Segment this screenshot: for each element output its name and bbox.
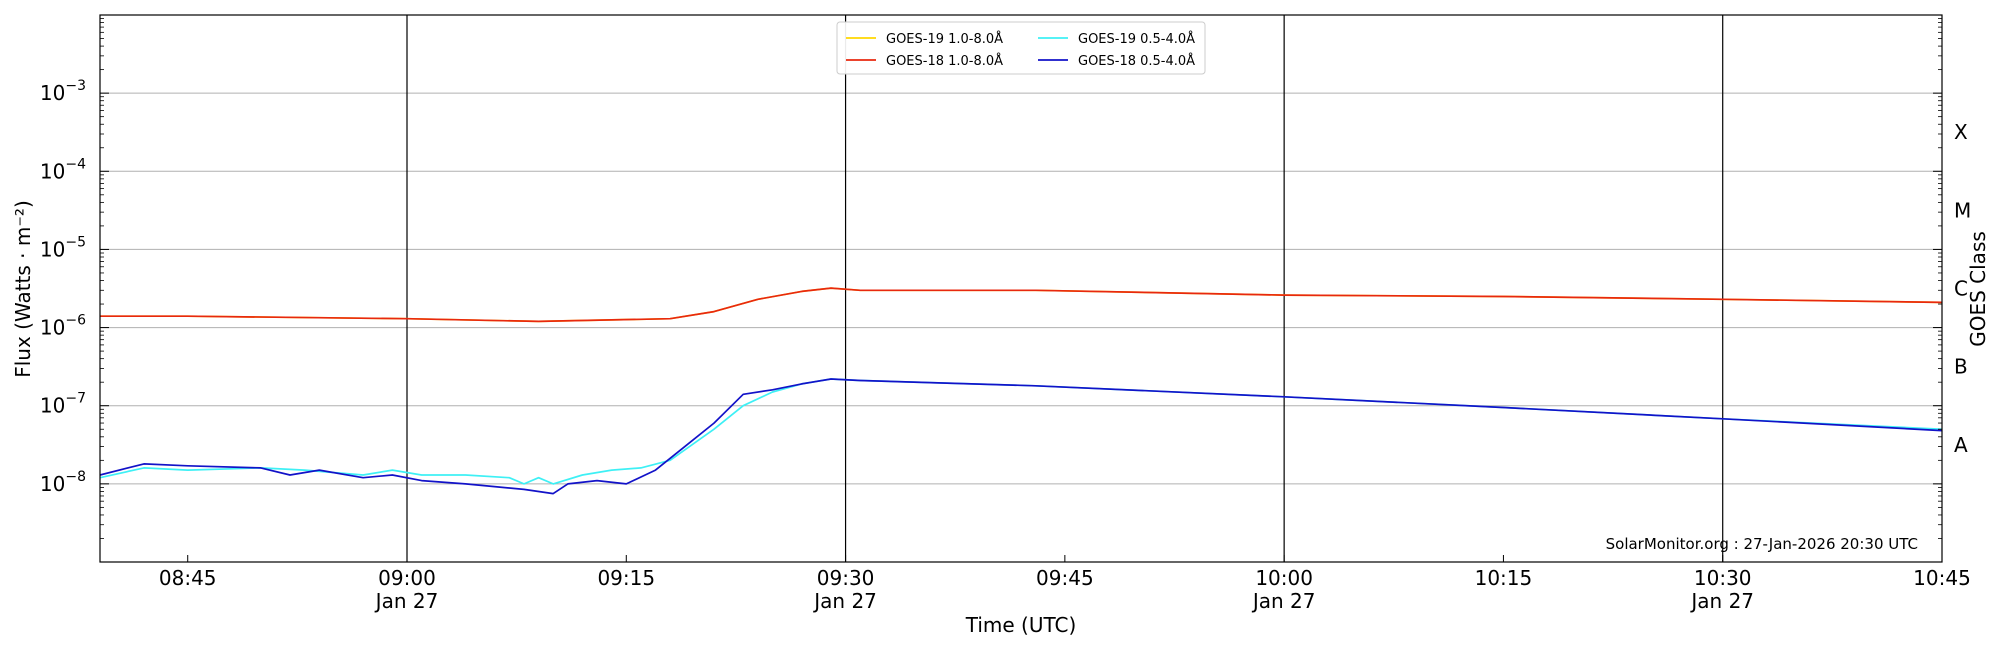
- x-tick-date-label: Jan 27: [1689, 589, 1754, 613]
- plot-area-frame: [99, 14, 1943, 563]
- series-line-4: [99, 378, 1943, 495]
- goes-class-c: C: [1954, 277, 1968, 301]
- x-tick-label: 10:00: [1255, 566, 1313, 590]
- goes-class-a: A: [1954, 433, 1968, 457]
- x-tick-label: 10:30: [1694, 566, 1752, 590]
- legend-label: GOES-19 1.0-8.0Å: [886, 31, 1003, 47]
- series-line-1: [100, 287, 1943, 323]
- x-tick-date-label: Jan 27: [1251, 589, 1316, 613]
- series-line-3: [99, 378, 1943, 485]
- y-tick-label: 10−7: [40, 391, 86, 418]
- legend-label: GOES-18 0.5-4.0Å: [1078, 53, 1195, 69]
- y-tick-label: 10−8: [40, 469, 86, 496]
- goes-class-labels: A B C M X: [1954, 120, 1971, 457]
- credit-text: SolarMonitor.org : 27-Jan-2026 20:30 UTC: [1606, 535, 1918, 553]
- x-tick-label: 09:30: [817, 566, 875, 590]
- x-tick-label: 09:00: [378, 566, 436, 590]
- legend-label: GOES-19 0.5-4.0Å: [1078, 31, 1195, 47]
- legend: GOES-19 1.0-8.0Å GOES-18 1.0-8.0Å GOES-19 …: [836, 21, 1206, 75]
- x-tick-date-label: Jan 27: [374, 589, 439, 613]
- goes-class-axis-label: GOES Class: [1966, 231, 1990, 347]
- goes-class-b: B: [1954, 355, 1968, 379]
- y-tick-label: 10−3: [40, 78, 86, 105]
- y-axis-label: Flux (Watts · m⁻²): [11, 200, 35, 378]
- series-lines: [99, 287, 1943, 495]
- legend-label: GOES-18 1.0-8.0Å: [886, 53, 1003, 69]
- x-tick-label: 10:45: [1913, 566, 1971, 590]
- y-tick-labels: 10−8 10−7 10−6 10−5 10−4 10−3: [40, 78, 86, 496]
- x-axis-label: Time (UTC): [965, 613, 1077, 637]
- goes-class-x: X: [1954, 120, 1968, 144]
- x-tick-date-label: Jan 27: [812, 589, 877, 613]
- y-tick-label: 10−5: [40, 234, 86, 261]
- x-tick-label: 08:45: [159, 566, 217, 590]
- x-tick-label: 09:15: [597, 566, 655, 590]
- x-tick-label: 09:45: [1036, 566, 1094, 590]
- legend-box: [836, 21, 1206, 75]
- day-marker-lines: [406, 15, 1724, 562]
- x-tick-label: 10:15: [1475, 566, 1533, 590]
- y-tick-label: 10−4: [40, 156, 86, 183]
- axis-ticks: [100, 18, 1943, 563]
- series-line-2: [100, 287, 1943, 323]
- grid-lines: [100, 92, 1942, 485]
- goes-class-m: M: [1954, 198, 1971, 222]
- y-tick-label: 10−6: [40, 313, 86, 340]
